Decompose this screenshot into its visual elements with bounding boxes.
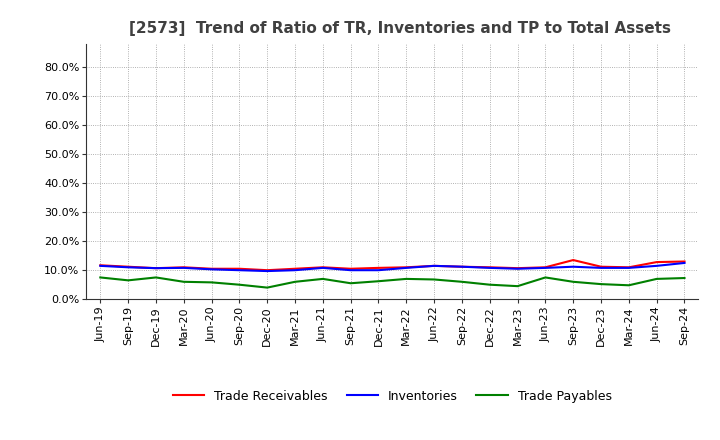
Trade Receivables [318, 265, 327, 270]
Trade Payables [96, 275, 104, 280]
Inventories [291, 268, 300, 273]
Trade Payables [485, 282, 494, 287]
Trade Payables [318, 276, 327, 282]
Trade Receivables [458, 264, 467, 269]
Trade Receivables [207, 266, 216, 271]
Inventories [624, 265, 633, 271]
Trade Receivables [346, 266, 355, 271]
Trade Receivables [235, 266, 243, 271]
Inventories [430, 263, 438, 268]
Trade Payables [207, 280, 216, 285]
Trade Receivables [430, 263, 438, 268]
Trade Payables [680, 275, 689, 281]
Inventories [96, 263, 104, 268]
Inventories [152, 265, 161, 271]
Trade Payables [291, 279, 300, 284]
Trade Receivables [124, 264, 132, 269]
Trade Payables [458, 279, 467, 284]
Trade Receivables [569, 257, 577, 263]
Line: Trade Payables: Trade Payables [100, 278, 685, 288]
Inventories [513, 266, 522, 271]
Inventories [346, 268, 355, 273]
Line: Trade Receivables: Trade Receivables [100, 260, 685, 270]
Trade Receivables [652, 260, 661, 265]
Legend: Trade Receivables, Inventories, Trade Payables: Trade Receivables, Inventories, Trade Pa… [168, 385, 617, 408]
Trade Payables [430, 277, 438, 282]
Inventories [597, 265, 606, 271]
Inventories [569, 264, 577, 269]
Trade Receivables [96, 263, 104, 268]
Inventories [541, 265, 550, 271]
Trade Receivables [513, 265, 522, 271]
Trade Payables [124, 278, 132, 283]
Inventories [652, 263, 661, 268]
Trade Payables [541, 275, 550, 280]
Inventories [179, 265, 188, 271]
Trade Payables [652, 276, 661, 282]
Trade Receivables [541, 265, 550, 270]
Trade Receivables [152, 265, 161, 271]
Trade Receivables [402, 265, 410, 270]
Inventories [374, 268, 383, 273]
Text: [2573]  Trend of Ratio of TR, Inventories and TP to Total Assets: [2573] Trend of Ratio of TR, Inventories… [130, 21, 671, 36]
Trade Payables [179, 279, 188, 284]
Trade Payables [402, 276, 410, 282]
Trade Payables [569, 279, 577, 284]
Trade Receivables [680, 259, 689, 264]
Trade Payables [235, 282, 243, 287]
Trade Payables [346, 281, 355, 286]
Inventories [485, 265, 494, 271]
Trade Payables [624, 282, 633, 288]
Trade Payables [374, 279, 383, 284]
Trade Receivables [624, 265, 633, 270]
Trade Receivables [291, 266, 300, 271]
Trade Receivables [597, 264, 606, 269]
Inventories [263, 268, 271, 274]
Inventories [402, 265, 410, 271]
Line: Inventories: Inventories [100, 263, 685, 271]
Inventories [207, 267, 216, 272]
Inventories [458, 264, 467, 269]
Inventories [235, 268, 243, 273]
Inventories [124, 265, 132, 270]
Trade Payables [513, 283, 522, 289]
Trade Payables [152, 275, 161, 280]
Trade Receivables [263, 268, 271, 273]
Trade Receivables [374, 265, 383, 271]
Inventories [318, 265, 327, 271]
Trade Payables [263, 285, 271, 290]
Trade Receivables [485, 265, 494, 270]
Trade Receivables [179, 265, 188, 270]
Trade Payables [597, 282, 606, 287]
Inventories [680, 260, 689, 266]
